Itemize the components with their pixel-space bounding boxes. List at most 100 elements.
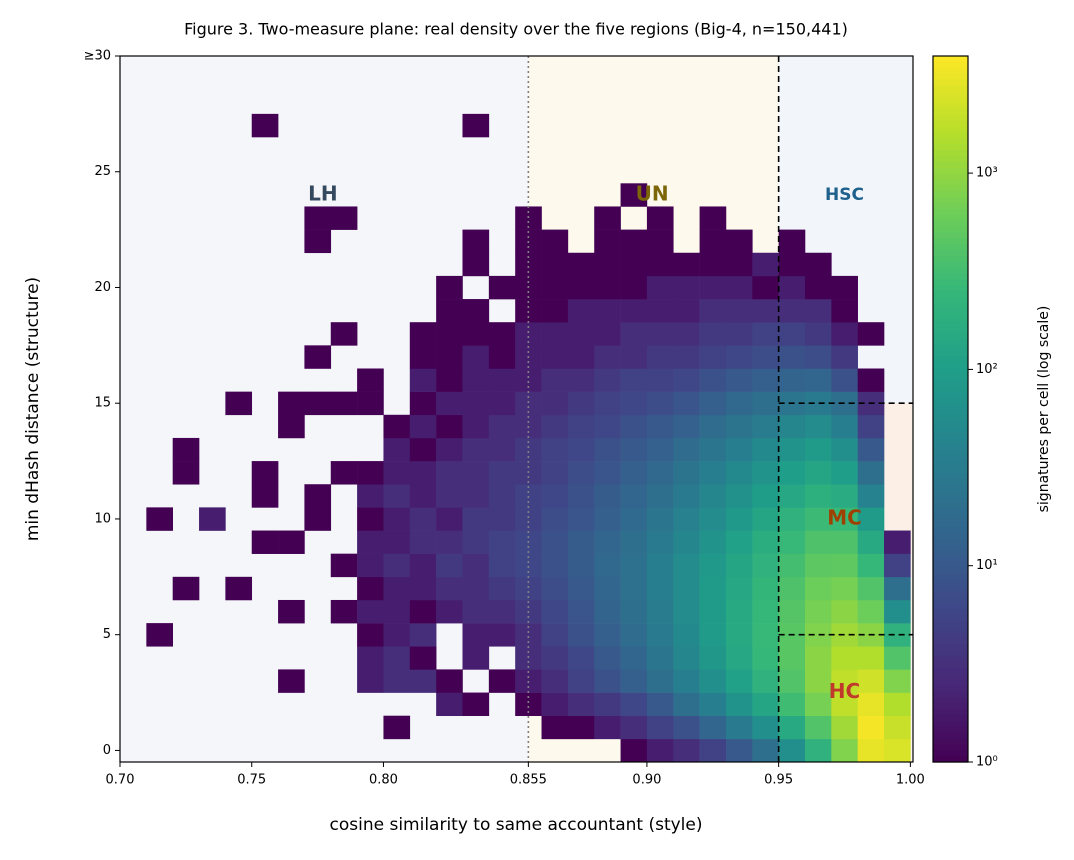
heat-cell [567, 345, 595, 369]
heat-cell [699, 322, 727, 346]
heat-cell [541, 530, 569, 554]
colorbar-step [933, 473, 968, 481]
heat-cell [462, 461, 490, 485]
heat-cell [515, 206, 542, 230]
heat-cell [541, 553, 569, 578]
heat-cell [594, 646, 621, 670]
heat-cell [146, 507, 173, 531]
heat-cell [515, 299, 542, 323]
heat-cell [646, 576, 674, 601]
heat-cell [752, 414, 779, 439]
heat-cell [357, 391, 384, 416]
heat-cell [778, 252, 806, 277]
heat-cell [409, 530, 437, 554]
heat-cell [146, 623, 173, 647]
heat-cell [278, 414, 305, 439]
heat-cell [383, 414, 411, 439]
heat-cell [752, 669, 779, 693]
heat-cell [436, 275, 463, 300]
heat-cell [567, 669, 595, 693]
colorbar-step [933, 361, 968, 369]
y-tick-label: ≥30 [84, 49, 111, 64]
heat-cell [752, 252, 779, 277]
heat-cell [752, 623, 779, 647]
y-tick-label: 0 [103, 743, 111, 758]
colorbar-step [933, 414, 968, 422]
heat-cell [699, 275, 727, 300]
colorbar-step [933, 273, 968, 281]
heat-cell [541, 345, 569, 369]
heat-cell [778, 715, 806, 740]
heat-cell [594, 414, 621, 439]
heat-cell [199, 507, 226, 531]
heat-cell [699, 599, 727, 624]
heat-cell [725, 553, 753, 578]
heat-cell [488, 599, 516, 624]
colorbar-step [933, 267, 968, 275]
heat-cell [330, 206, 358, 230]
heat-cell [752, 715, 779, 740]
heat-cell [594, 553, 621, 578]
y-tick-label: 25 [94, 164, 111, 179]
heat-cell [383, 484, 411, 508]
colorbar-step [933, 614, 968, 622]
heat-cell [778, 530, 806, 554]
heat-cell [752, 275, 779, 300]
heat-cell [620, 391, 648, 416]
heat-cell [304, 507, 332, 531]
colorbar-step [933, 520, 968, 528]
heat-cell [541, 692, 569, 717]
colorbar-step [933, 714, 968, 722]
heat-cell [804, 507, 832, 531]
heat-cell [857, 414, 885, 439]
heat-cell [488, 530, 516, 554]
heat-cell [594, 252, 621, 277]
heat-cell [567, 576, 595, 601]
region-label: LH [308, 181, 337, 205]
heat-cell [857, 484, 885, 508]
colorbar-step [933, 56, 968, 63]
heat-cell [804, 715, 832, 740]
heat-cell [673, 576, 700, 601]
heat-cell [462, 692, 490, 717]
colorbar-step [933, 208, 968, 216]
heat-cell [725, 599, 753, 624]
heat-cell [620, 414, 648, 439]
heat-cell [699, 692, 727, 717]
heat-cell [804, 252, 832, 277]
heat-cell [620, 646, 648, 670]
heat-cell [594, 275, 621, 300]
heat-cell [567, 275, 595, 300]
heat-cell [436, 391, 463, 416]
heat-cell [752, 692, 779, 717]
heat-cell [725, 391, 753, 416]
heat-cell [752, 738, 779, 763]
heat-cell [357, 553, 384, 578]
heat-cell [436, 322, 463, 346]
colorbar-step [933, 485, 968, 492]
heat-cell [567, 646, 595, 670]
heat-cell [831, 599, 858, 624]
heat-cell [857, 322, 885, 346]
colorbar-step [933, 591, 968, 598]
heat-cell [515, 484, 542, 508]
heat-cell [673, 507, 700, 531]
heat-cell [409, 345, 437, 369]
heat-cell [620, 345, 648, 369]
colorbar-step [933, 356, 968, 363]
heat-cell [831, 646, 858, 670]
heat-cell [357, 623, 384, 647]
heat-cell [673, 414, 700, 439]
heat-cell [278, 391, 305, 416]
heat-cell [804, 553, 832, 578]
colorbar-step [933, 108, 968, 116]
heat-cell [884, 669, 911, 693]
heat-cell [541, 299, 569, 323]
heat-cell [462, 553, 490, 578]
heat-cell [436, 461, 463, 485]
heat-cell [673, 461, 700, 485]
colorbar-step [933, 73, 968, 81]
colorbar-step [933, 144, 968, 151]
